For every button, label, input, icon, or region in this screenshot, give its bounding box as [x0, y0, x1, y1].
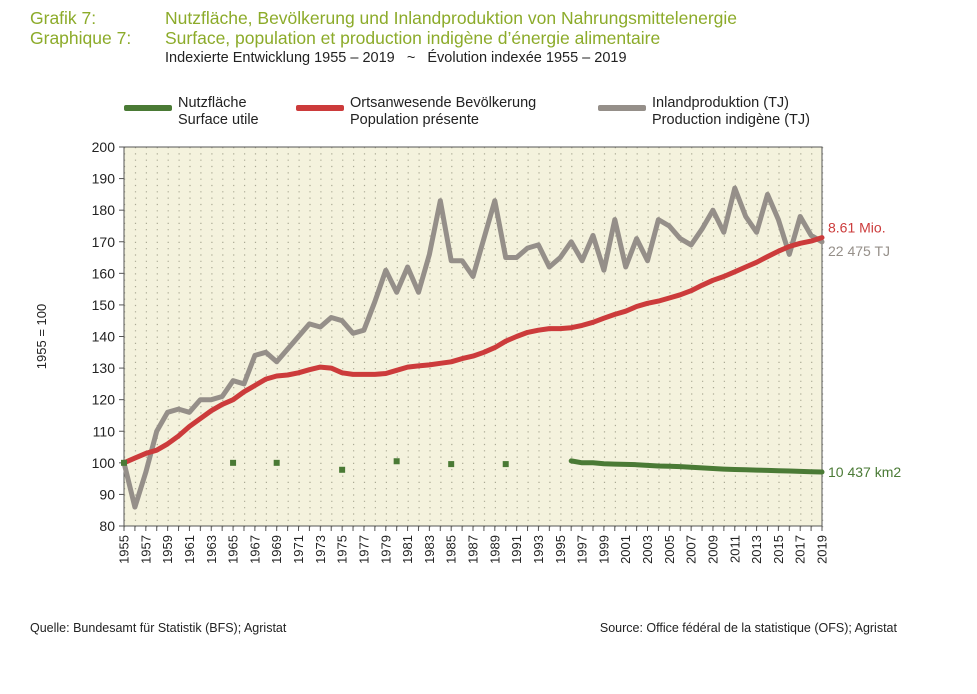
x-tick-label: 2013	[749, 535, 764, 564]
surface-point	[121, 459, 127, 466]
x-tick-label: 1955	[117, 535, 132, 564]
x-tick-label: 1963	[204, 535, 219, 564]
graphique-label: Graphique 7:	[30, 28, 132, 48]
population-end-label: 8.61 Mio.	[828, 220, 886, 236]
x-tick-label: 1993	[531, 535, 546, 564]
x-tick-label: 1985	[444, 535, 459, 564]
legend-item-population: Ortsanwesende Bevölkerung Population pré…	[296, 95, 536, 129]
grafik-title: Nutzfläche, Bevölkerung und Inlandproduk…	[165, 8, 738, 28]
x-tick-label: 1971	[291, 535, 306, 564]
y-tick-label: 80	[99, 518, 115, 534]
x-tick-label: 1987	[466, 535, 481, 564]
chart-header: Grafik 7: Nutzfläche, Bevölkerung und In…	[30, 8, 737, 48]
x-tick-label: 1989	[487, 535, 502, 564]
x-tick-label: 2007	[684, 535, 699, 564]
x-tick-label: 2015	[771, 535, 786, 564]
surface-point	[273, 459, 280, 466]
x-tick-label: 1983	[422, 535, 437, 564]
y-tick-label: 150	[92, 297, 116, 313]
graphique-title: Surface, population et production indigè…	[165, 28, 661, 48]
x-tick-label: 2001	[618, 535, 633, 564]
x-tick-label: 1967	[247, 535, 262, 564]
y-tick-label: 170	[92, 234, 116, 250]
surface-point	[230, 459, 237, 466]
x-tick-label: 1975	[335, 535, 350, 564]
legend-label-fr: Production indigène (TJ)	[652, 112, 810, 128]
y-tick-label: 90	[99, 486, 115, 502]
x-tick-label: 2005	[662, 535, 677, 564]
source-de: Quelle: Bundesamt für Statistik (BFS); A…	[30, 621, 287, 635]
y-tick-label: 190	[92, 171, 116, 187]
x-tick-label: 1999	[596, 535, 611, 564]
y-tick-label: 120	[92, 392, 116, 408]
legend-item-production: Inlandproduktion (TJ) Production indigèn…	[598, 95, 810, 129]
grid-dots	[124, 147, 824, 528]
grafik-label: Grafik 7:	[30, 8, 97, 28]
x-tick-label: 2003	[640, 535, 655, 564]
x-tick-label: 1973	[313, 535, 328, 564]
x-tick-label: 1965	[226, 535, 241, 564]
surface-point	[448, 461, 455, 468]
surface-line	[568, 458, 825, 475]
surface-point	[393, 458, 400, 465]
x-tick-label: 1991	[509, 535, 524, 564]
production-end-label: 22 475 TJ	[828, 243, 890, 259]
y-tick-label: 160	[92, 265, 116, 281]
y-axis-label: 1955 = 100	[34, 304, 49, 369]
x-tick-label: 2019	[815, 535, 830, 564]
x-tick-label: 1959	[160, 535, 175, 564]
x-tick-label: 1981	[400, 535, 415, 564]
y-tick-label: 110	[93, 423, 116, 439]
production-line	[121, 185, 825, 510]
x-tick-label: 1997	[575, 535, 590, 564]
chart-legend: Nutzfläche Surface utile Ortsanwesende B…	[0, 95, 977, 135]
x-tick-label: 1961	[182, 535, 197, 564]
legend-label-fr: Population présente	[350, 112, 479, 128]
x-tick-label: 1957	[138, 535, 153, 564]
legend-swatch-surface	[124, 105, 172, 111]
y-tick-label: 100	[92, 455, 116, 471]
x-tick-label: 1969	[269, 535, 284, 564]
x-tick-label: 2017	[793, 535, 808, 564]
legend-item-surface: Nutzfläche Surface utile	[124, 95, 259, 129]
y-tick-label: 180	[92, 202, 116, 218]
chart-subtitle: Indexierte Entwicklung 1955 – 2019 ~ Évo…	[165, 50, 627, 66]
x-tick-label: 2011	[727, 535, 742, 563]
y-tick-label: 200	[92, 139, 116, 155]
y-tick-label: 140	[92, 329, 116, 345]
source-fr: Source: Office fédéral de la statistique…	[599, 621, 897, 635]
legend-swatch-production	[598, 105, 646, 111]
legend-label-fr: Surface utile	[178, 112, 259, 128]
x-tick-label: 1995	[553, 535, 568, 564]
y-tick-label: 130	[92, 360, 116, 376]
x-tick-label: 2009	[705, 535, 720, 564]
legend-label-de: Ortsanwesende Bevölkerung	[350, 95, 537, 111]
legend-label-de: Inlandproduktion (TJ)	[652, 95, 790, 111]
surface-point	[339, 466, 346, 473]
surface-end-label: 10 437 km2	[828, 464, 901, 480]
surface-point	[502, 461, 509, 468]
population-line	[121, 235, 825, 466]
x-tick-label: 1977	[356, 535, 371, 564]
legend-swatch-population	[296, 105, 344, 111]
x-tick-label: 1979	[378, 535, 393, 564]
legend-label-de: Nutzfläche	[178, 95, 247, 111]
